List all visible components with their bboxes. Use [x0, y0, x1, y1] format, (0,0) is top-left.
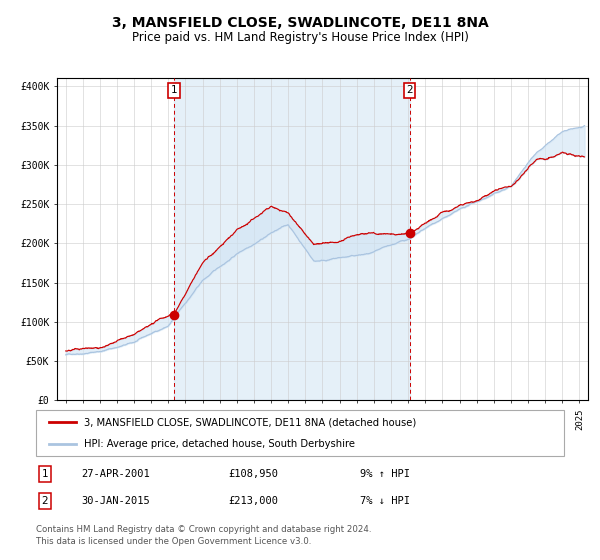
Text: 3, MANSFIELD CLOSE, SWADLINCOTE, DE11 8NA: 3, MANSFIELD CLOSE, SWADLINCOTE, DE11 8N… — [112, 16, 488, 30]
Text: 7% ↓ HPI: 7% ↓ HPI — [360, 496, 410, 506]
Text: 1: 1 — [41, 469, 49, 479]
Bar — [174, 78, 410, 400]
Text: 2: 2 — [406, 85, 413, 95]
Text: Price paid vs. HM Land Registry's House Price Index (HPI): Price paid vs. HM Land Registry's House … — [131, 31, 469, 44]
Text: £213,000: £213,000 — [228, 496, 278, 506]
Text: 2: 2 — [41, 496, 49, 506]
Text: 27-APR-2001: 27-APR-2001 — [81, 469, 150, 479]
Text: 30-JAN-2015: 30-JAN-2015 — [81, 496, 150, 506]
FancyBboxPatch shape — [36, 410, 564, 456]
Text: 9% ↑ HPI: 9% ↑ HPI — [360, 469, 410, 479]
Text: 3, MANSFIELD CLOSE, SWADLINCOTE, DE11 8NA (detached house): 3, MANSFIELD CLOSE, SWADLINCOTE, DE11 8N… — [83, 417, 416, 427]
Text: 1: 1 — [170, 85, 177, 95]
Text: Contains HM Land Registry data © Crown copyright and database right 2024.
This d: Contains HM Land Registry data © Crown c… — [36, 525, 371, 546]
Text: HPI: Average price, detached house, South Derbyshire: HPI: Average price, detached house, Sout… — [83, 440, 355, 450]
Text: £108,950: £108,950 — [228, 469, 278, 479]
